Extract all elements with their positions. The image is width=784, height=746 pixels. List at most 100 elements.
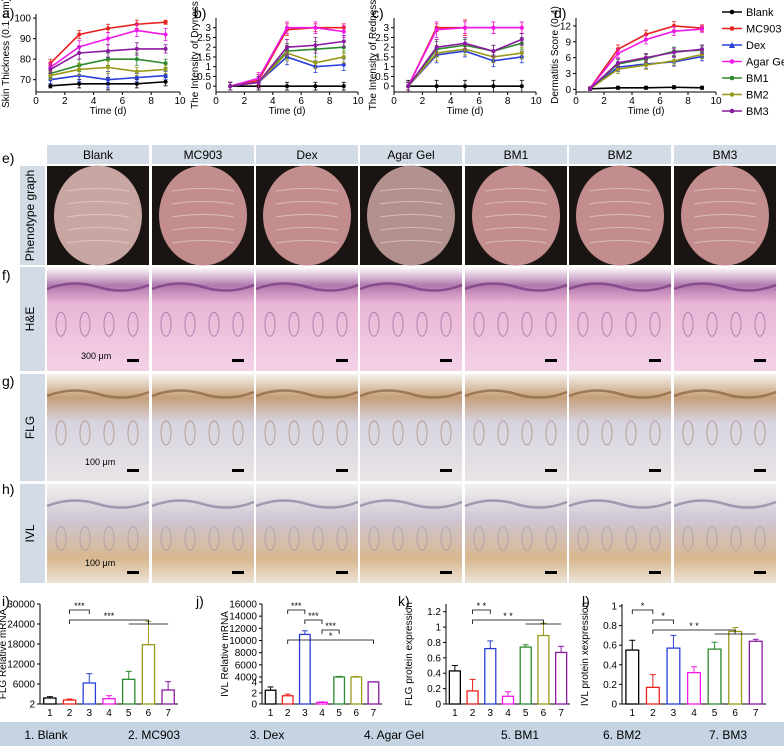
panel-letter-e: e) — [2, 150, 14, 166]
tissue-follicle — [336, 311, 348, 337]
data-point — [616, 67, 620, 72]
y-tick-label: 3 — [383, 23, 389, 34]
legend-label-bm1: BM1 — [746, 73, 769, 85]
skin-wrinkle — [588, 214, 652, 218]
skin-wrinkle — [275, 227, 339, 231]
image-tile-f-agar-gel — [359, 267, 463, 371]
data-point — [672, 29, 676, 34]
tissue-follicle — [232, 420, 244, 446]
skin-wrinkle — [171, 240, 235, 244]
x-tick-label: 4 — [270, 96, 276, 107]
panel-letter-g: g) — [2, 373, 14, 389]
footer-bar — [0, 722, 784, 746]
y-axis-label: FLG protein expression — [404, 602, 415, 706]
tissue-layer — [568, 499, 672, 509]
data-point — [644, 85, 648, 90]
skin-wrinkle — [379, 240, 443, 244]
data-point — [134, 69, 139, 74]
x-tick-label: 8 — [327, 96, 333, 107]
data-point — [700, 47, 704, 52]
significance-label: *** — [104, 611, 115, 621]
image-tile-g-agar-gel — [359, 374, 463, 481]
bar-chart-k: 0 0.2 0.4 0.6 0.8 1 1.2 1 2 3 4 5 6 7 FLG protein expr… — [404, 601, 570, 719]
x-tick-label: 4 — [691, 708, 697, 719]
data-point — [106, 57, 110, 62]
y-axis-label: IVL protein xexpression — [580, 602, 591, 706]
image-tile-f-blank — [46, 267, 150, 371]
legend-marker — [729, 26, 735, 31]
tissue-follicle — [521, 420, 533, 446]
bar — [748, 640, 763, 705]
column-header-cell — [465, 145, 567, 164]
column-header-cell — [569, 145, 671, 164]
x-tick-label: 1 — [47, 708, 53, 719]
data-point — [106, 77, 110, 82]
tissue-follicle — [521, 525, 533, 551]
footer-item-6: 6. BM2 — [603, 728, 641, 742]
x-tick-label: 10 — [352, 96, 364, 107]
tissue-follicle — [312, 311, 324, 337]
significance-bracket — [652, 629, 736, 634]
data-point — [519, 51, 524, 56]
tile-background — [360, 374, 462, 481]
data-point — [672, 58, 676, 63]
scale-bar — [336, 571, 348, 574]
tile-background — [569, 484, 671, 583]
tissue-follicle — [440, 525, 452, 551]
y-tick-label: 0.8 — [427, 638, 441, 649]
x-tick-label: 1 — [268, 708, 274, 719]
tissue-layer — [673, 389, 777, 399]
line-chart-a: 0 2 4 6 8 10 70 80 90 100 Time (d) Skin Thickness (… — [1, 0, 186, 117]
skin-wrinkle — [66, 227, 130, 231]
y-tick-label: 4000 — [235, 673, 258, 684]
skin-wrinkle — [275, 240, 339, 244]
tissue-follicle — [232, 525, 244, 551]
bar — [501, 695, 515, 705]
y-tick-label: 6000 — [13, 680, 36, 691]
significance-bracket — [652, 619, 674, 624]
tile-background — [256, 484, 358, 583]
tissue-follicle — [79, 311, 91, 337]
row-label-cell — [20, 374, 45, 481]
bar — [625, 649, 640, 705]
data-point — [48, 73, 53, 78]
data-point — [106, 65, 110, 70]
y-tick-label: 0.4 — [603, 660, 617, 671]
tissue-layer — [359, 282, 463, 292]
skin-wrinkle — [66, 214, 130, 218]
image-tile-e-agar-gel — [360, 165, 462, 266]
tissue-follicle — [754, 311, 766, 337]
y-tick-label: 12 — [560, 21, 572, 32]
data-point — [313, 84, 318, 89]
tissue-follicle — [473, 525, 485, 551]
bar — [466, 690, 479, 705]
tissue-follicle — [264, 420, 276, 446]
image-tile-g-mc903 — [151, 374, 255, 481]
tissue-follicle — [336, 525, 348, 551]
tissue-follicle — [649, 311, 661, 337]
tissue-follicle — [368, 311, 380, 337]
y-tick-label: 1 — [383, 62, 389, 73]
scale-bar — [440, 359, 452, 362]
legend: Blank MC903 Dex Agar Gel BM1 BM2 BM3 — [722, 7, 784, 118]
tissue-follicle — [601, 311, 613, 337]
tissue-follicle — [706, 420, 718, 446]
bar — [686, 671, 702, 705]
data-point — [134, 46, 139, 51]
scale-bar — [127, 359, 139, 362]
tissue-follicle — [754, 420, 766, 446]
bar — [316, 701, 328, 705]
significance-label: *** — [325, 621, 336, 631]
bar — [298, 633, 311, 705]
tissue-layer — [46, 282, 150, 292]
skin-wrinkle — [171, 201, 235, 205]
legend-label-blank: Blank — [746, 7, 774, 19]
x-tick-label: 7 — [558, 708, 564, 719]
y-tick-label: 1 — [611, 601, 617, 612]
tissue-follicle — [416, 420, 428, 446]
data-point — [644, 63, 648, 68]
data-point — [341, 84, 346, 89]
data-point — [491, 49, 496, 54]
skin-patch — [681, 165, 769, 266]
